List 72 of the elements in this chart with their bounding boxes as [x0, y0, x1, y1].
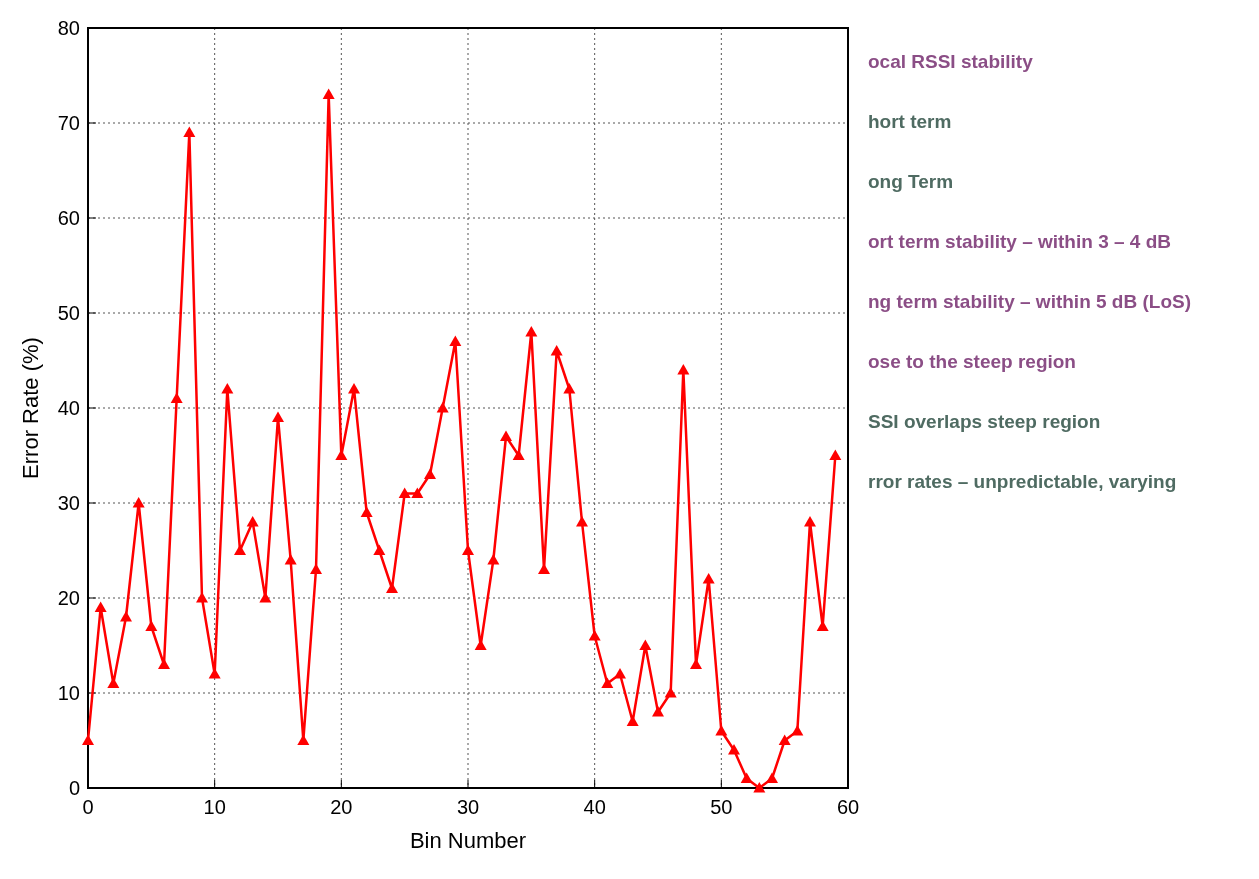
y-tick-label: 80 [57, 17, 80, 39]
x-tick-label: 40 [583, 796, 606, 818]
y-tick-label: 10 [57, 682, 80, 704]
point [550, 345, 563, 356]
point [563, 383, 576, 394]
point [234, 544, 246, 555]
point [639, 639, 652, 650]
point [120, 611, 132, 622]
point [259, 592, 272, 603]
y-tick-label: 30 [57, 492, 80, 514]
point [791, 725, 804, 736]
point [677, 364, 690, 375]
y-tick-label: 70 [57, 112, 80, 134]
point [221, 383, 234, 394]
point [398, 487, 411, 498]
point [525, 326, 538, 337]
point [462, 544, 474, 555]
x-tick-label: 20 [330, 796, 353, 818]
point [753, 782, 766, 793]
text: ort term stability – within 3 – 4 dB [868, 231, 1172, 252]
point [360, 506, 373, 517]
point [183, 126, 196, 137]
text: ong Term [868, 171, 954, 192]
point [373, 544, 386, 555]
point [614, 668, 626, 679]
point [500, 430, 512, 441]
y-tick-label: 20 [57, 587, 80, 609]
point [702, 573, 715, 584]
point [652, 706, 664, 717]
point [424, 468, 436, 479]
text: ose to the steep region [868, 351, 1076, 372]
point [132, 497, 145, 508]
point [246, 516, 259, 527]
y-tick-label: 40 [57, 397, 80, 419]
x-tick-label: 0 [82, 796, 94, 818]
y-axis-title: Error Rate (%) [18, 337, 43, 479]
point [512, 449, 525, 460]
point [576, 516, 588, 527]
point [272, 411, 284, 422]
point [348, 383, 360, 394]
point [804, 516, 816, 527]
point [436, 402, 449, 413]
y-tick-label: 60 [57, 207, 80, 229]
point [829, 449, 842, 460]
text: ng term stability – within 5 dB (LoS) [868, 291, 1192, 312]
point [740, 772, 753, 783]
point [82, 734, 94, 745]
point [449, 335, 462, 346]
point [94, 601, 107, 612]
point [411, 487, 424, 498]
point [728, 744, 740, 755]
y-tick-label: 0 [68, 777, 80, 799]
text: ocal RSSI stability [868, 51, 1034, 72]
x-tick-label: 30 [456, 796, 480, 818]
point [487, 554, 500, 565]
point [588, 630, 601, 641]
text: SSI overlaps steep region [868, 411, 1101, 432]
y-tick-label: 50 [57, 302, 80, 324]
point [664, 687, 677, 698]
text: rror rates – unpredictable, varying [868, 471, 1177, 492]
text: hort term [868, 111, 952, 132]
point [778, 734, 791, 745]
point [766, 772, 778, 783]
point [601, 677, 614, 688]
point [145, 620, 158, 631]
point [715, 725, 728, 736]
x-tick-label: 50 [710, 796, 733, 818]
x-tick-label: 60 [836, 796, 860, 818]
x-axis-title: Bin Number [409, 828, 527, 853]
point [322, 88, 335, 99]
point [284, 554, 297, 565]
x-tick-label: 10 [203, 796, 226, 818]
